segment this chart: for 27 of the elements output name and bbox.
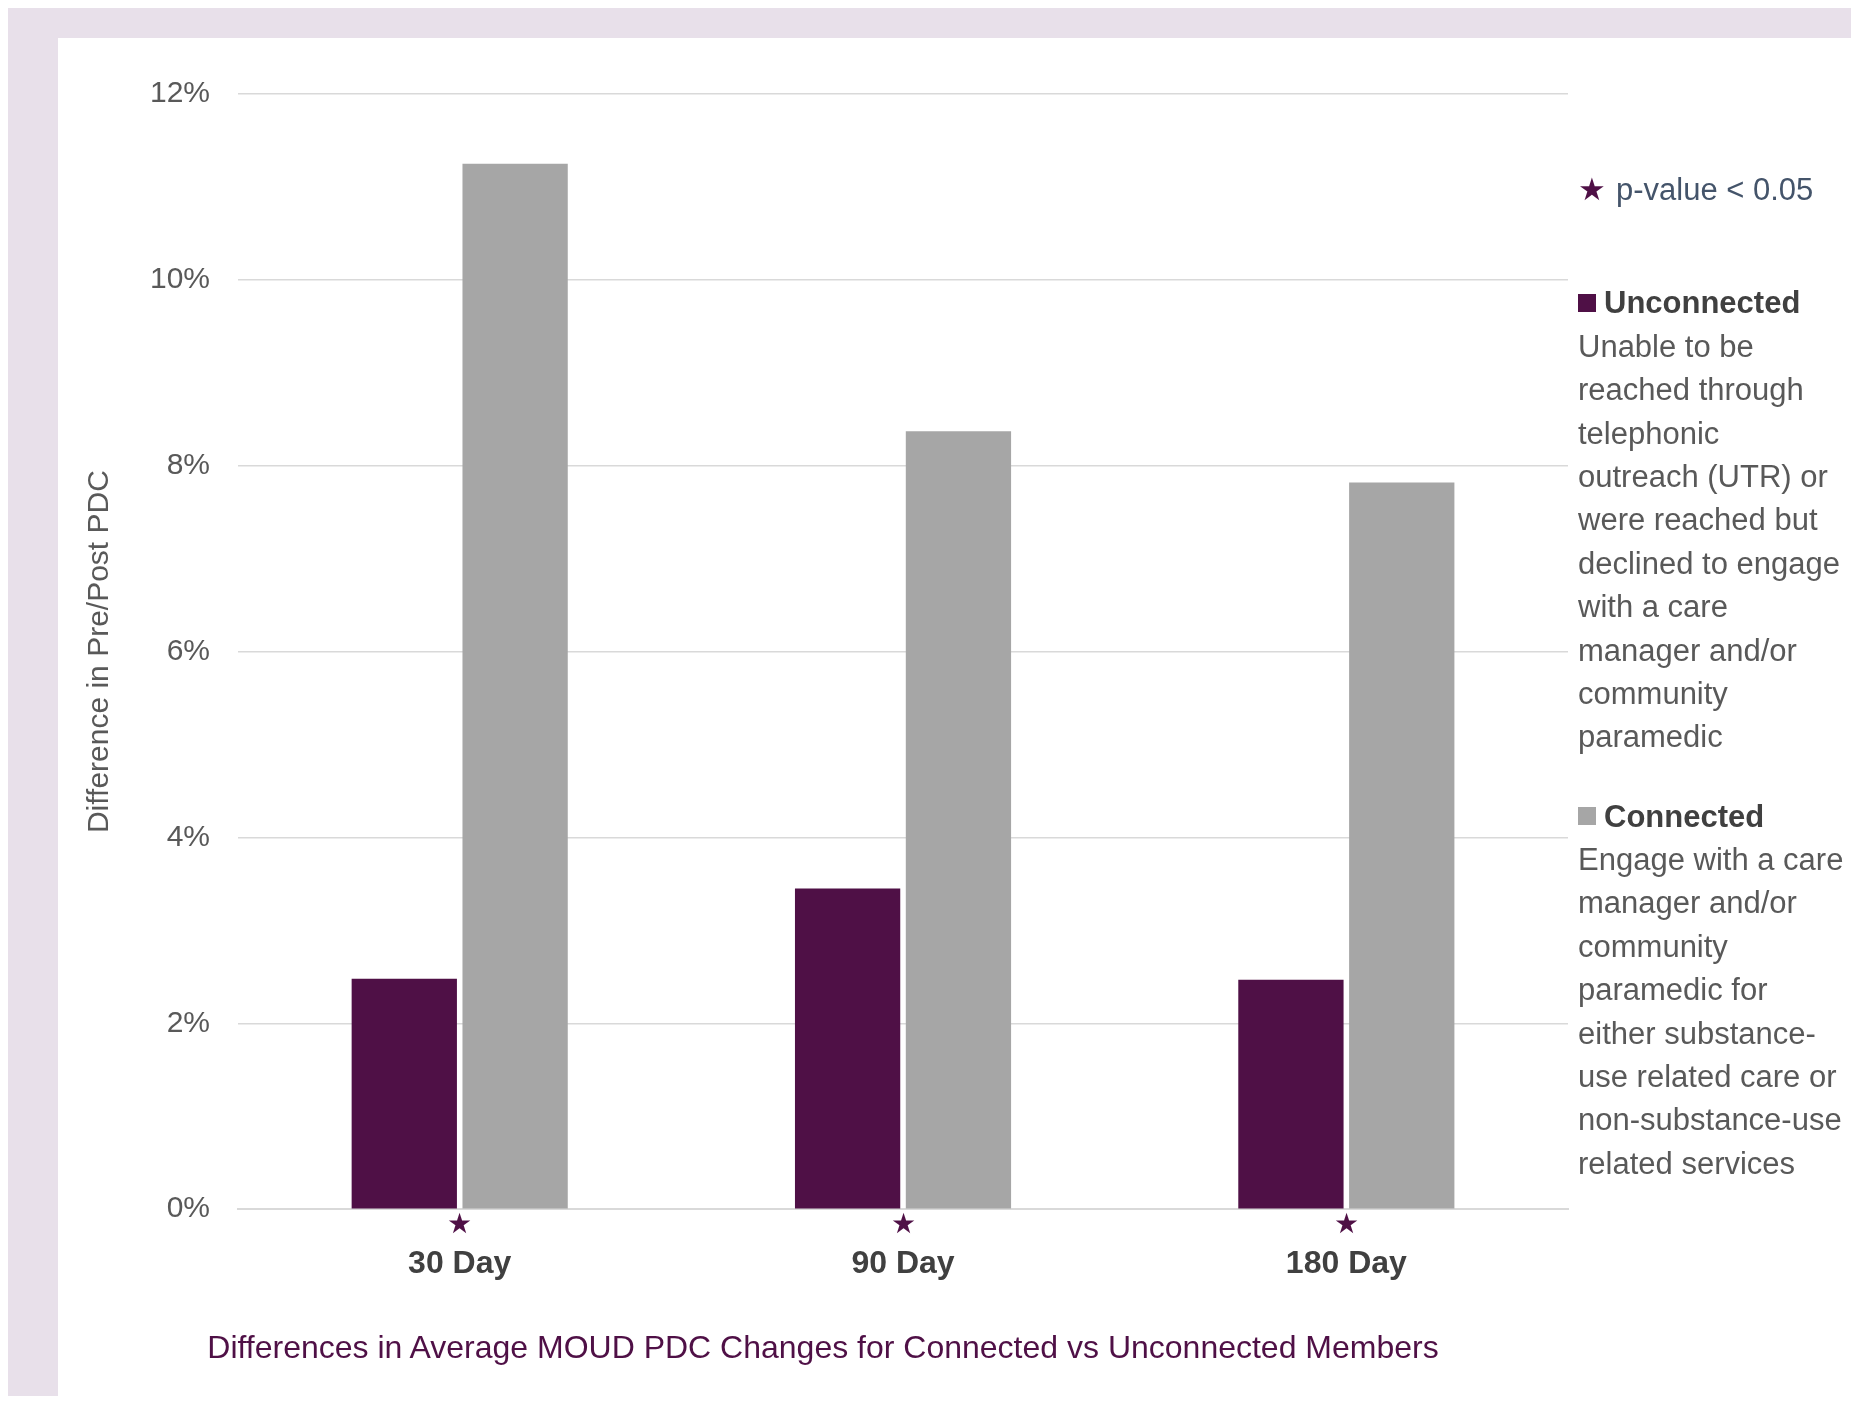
y-tick-label: 2% — [166, 1004, 211, 1038]
x-tick-label: 180 Day — [1285, 1244, 1408, 1281]
annotation: ★ — [890, 1207, 916, 1239]
annotation: ★ — [1333, 1207, 1359, 1239]
text: p-value < 0.05 — [1616, 171, 1814, 209]
text: Differences in Average MOUD PDC Changes for Connected vs Unconnected Members — [207, 1328, 1439, 1365]
y-tick-label: 8% — [166, 447, 211, 480]
bar — [351, 978, 457, 1209]
annotation: ★ — [447, 1207, 473, 1239]
bar — [1238, 979, 1344, 1209]
text: Engage with a care manager and/or community paramedic for either substance-use related care or non-substance-use related services — [1578, 841, 1845, 1183]
y-tick-label: 10% — [150, 261, 211, 295]
bar — [905, 431, 1012, 1209]
x-tick-label: 90 Day — [851, 1244, 955, 1281]
x-tick-label: 30 Day — [408, 1244, 512, 1281]
bar — [462, 163, 568, 1209]
y-tick-label: 12% — [150, 75, 211, 109]
y-tick-label: 4% — [166, 818, 211, 852]
text: ★ — [1578, 172, 1606, 207]
bar — [794, 888, 901, 1209]
legend-label: Unconnected — [1604, 284, 1801, 323]
legend-label: Connected — [1604, 797, 1765, 836]
y-axis-title: Difference in Pre/Post PDC — [81, 470, 115, 834]
y-tick-label: 0% — [166, 1190, 211, 1224]
text: Unable to be reached through telephonic outreach (UTR) or were reached but declined to engage with a care manager and/or community paramedic — [1578, 328, 1841, 755]
y-tick-label: 6% — [166, 632, 211, 666]
bar — [1349, 482, 1455, 1209]
